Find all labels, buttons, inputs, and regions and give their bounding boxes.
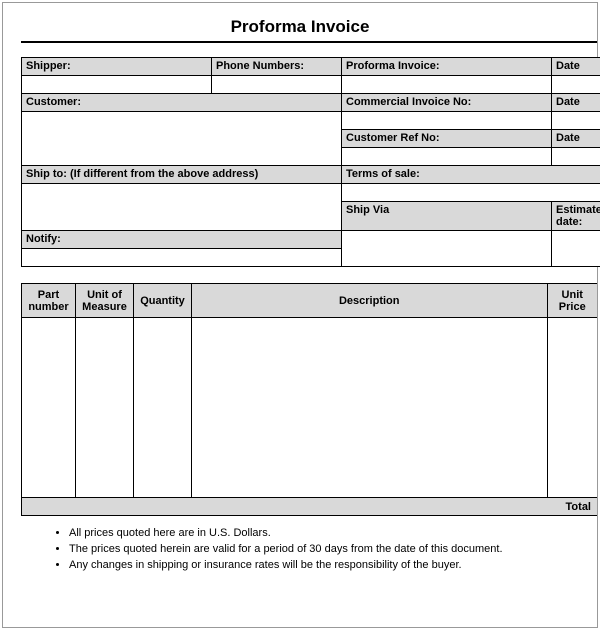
label-date-3: Date xyxy=(552,130,600,148)
total-label: Total xyxy=(547,498,597,516)
field-date-3[interactable] xyxy=(552,148,600,166)
items-header-row: Part number Unit of Measure Quantity Des… xyxy=(22,284,598,318)
col-part-number: Part number xyxy=(22,284,76,318)
total-spacer xyxy=(22,498,548,516)
label-shipper: Shipper: xyxy=(22,58,212,76)
note-2: The prices quoted herein are valid for a… xyxy=(69,542,587,557)
field-date-1[interactable] xyxy=(552,76,600,94)
field-phone-numbers[interactable] xyxy=(212,76,342,94)
section-gap xyxy=(21,267,597,283)
total-row: Total xyxy=(22,498,598,516)
field-terms-of-sale[interactable] xyxy=(342,184,600,202)
field-customer[interactable] xyxy=(22,112,342,166)
cell-quantity[interactable] xyxy=(134,318,192,498)
label-notify: Notify: xyxy=(22,231,342,249)
field-date-2[interactable] xyxy=(552,112,600,130)
field-customer-ref[interactable] xyxy=(342,148,552,166)
items-table: Part number Unit of Measure Quantity Des… xyxy=(21,283,597,516)
label-ship-to: Ship to: (If different from the above ad… xyxy=(22,166,342,184)
col-unit-price: Unit Price xyxy=(547,284,597,318)
label-phone-numbers: Phone Numbers: xyxy=(212,58,342,76)
field-proforma-invoice[interactable] xyxy=(342,76,552,94)
field-shipper[interactable] xyxy=(22,76,212,94)
cell-description[interactable] xyxy=(192,318,548,498)
label-customer: Customer: xyxy=(22,94,342,112)
cell-unit-price[interactable] xyxy=(547,318,597,498)
label-terms-of-sale: Terms of sale: xyxy=(342,166,600,184)
field-commercial-invoice[interactable] xyxy=(342,112,552,130)
label-date-1: Date xyxy=(552,58,600,76)
label-commercial-invoice: Commercial Invoice No: xyxy=(342,94,552,112)
col-description: Description xyxy=(192,284,548,318)
label-ship-via: Ship Via xyxy=(342,202,552,231)
footer-notes: All prices quoted here are in U.S. Dolla… xyxy=(69,526,587,573)
items-body-row xyxy=(22,318,598,498)
header-form: Shipper: Phone Numbers: Proforma Invoice… xyxy=(21,57,600,267)
col-unit-of-measure: Unit of Measure xyxy=(76,284,134,318)
field-ship-via[interactable] xyxy=(342,231,552,267)
note-3: Any changes in shipping or insurance rat… xyxy=(69,558,587,573)
field-notify[interactable] xyxy=(22,249,342,267)
cell-part-number[interactable] xyxy=(22,318,76,498)
label-estimated-date: Estimated date: xyxy=(552,202,600,231)
document-title: Proforma Invoice xyxy=(21,17,597,37)
field-estimated-date[interactable] xyxy=(552,231,600,267)
title-rule xyxy=(21,41,597,43)
label-proforma-invoice: Proforma Invoice: xyxy=(342,58,552,76)
invoice-page: Proforma Invoice Shipper: Phone Numbers:… xyxy=(2,2,598,628)
col-quantity: Quantity xyxy=(134,284,192,318)
label-customer-ref: Customer Ref No: xyxy=(342,130,552,148)
field-ship-to[interactable] xyxy=(22,184,342,231)
note-1: All prices quoted here are in U.S. Dolla… xyxy=(69,526,587,541)
cell-unit-of-measure[interactable] xyxy=(76,318,134,498)
label-date-2: Date xyxy=(552,94,600,112)
